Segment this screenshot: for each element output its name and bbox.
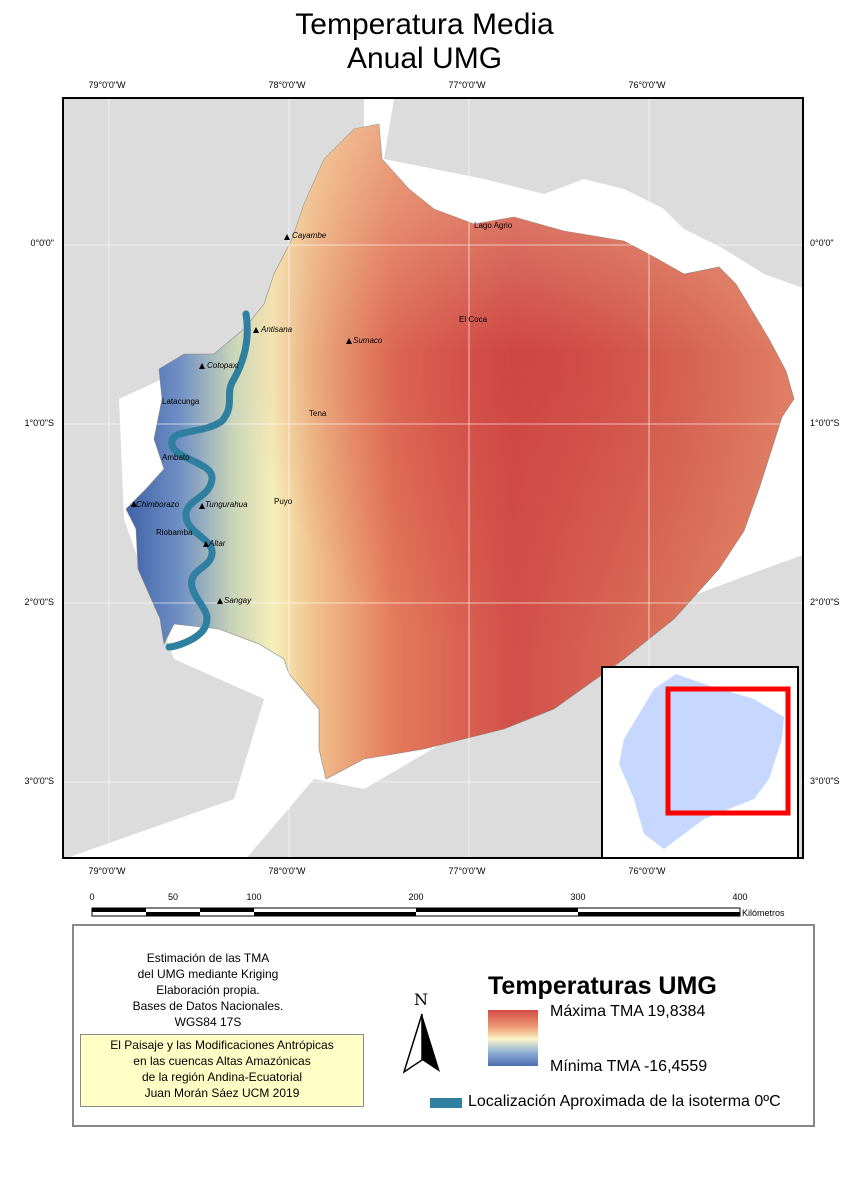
place-label-antisana: Antisana	[261, 325, 293, 334]
temperature-gradient-swatch	[488, 1010, 538, 1066]
legend-max-label: Máxima TMA 19,8384	[550, 1003, 706, 1020]
legend-isotherm-label: Localización Aproximada de la isoterma 0…	[468, 1093, 781, 1110]
surrounding-land	[64, 99, 364, 857]
north-fade	[126, 124, 794, 779]
lon-label-bottom: 78°0'0"W	[268, 866, 306, 876]
lon-label-top: 78°0'0"W	[268, 80, 306, 90]
scale-tick-label: 0	[89, 892, 95, 902]
scale-bar	[91, 907, 741, 917]
credit-line: El Paisaje y las Modificaciones Antrópic…	[110, 1038, 334, 1052]
metadata-line: Estimación de las TMA	[146, 951, 270, 965]
credit-box: El Paisaje y las Modificaciones Antrópic…	[80, 1034, 364, 1107]
place-label-lago-agrio: Lago Agrio	[474, 221, 513, 230]
lat-label-left: 1°0'0"S	[24, 418, 54, 428]
metadata-line: Elaboración propia.	[156, 983, 260, 997]
lon-label-bottom: 77°0'0"W	[448, 866, 486, 876]
place-label-cotopaxi: Cotopaxi	[207, 361, 239, 370]
place-label-latacunga: Latacunga	[162, 397, 200, 406]
temperature-map	[64, 99, 802, 857]
credit-line: de la región Andina-Ecuatorial	[141, 1070, 303, 1084]
title-line-1: Temperatura Media	[295, 8, 554, 41]
lat-label-right: 2°0'0"S	[810, 597, 840, 607]
metadata-text: Estimación de las TMA del UMG mediante K…	[86, 950, 330, 1030]
inset-highlight-box	[665, 686, 791, 816]
scale-tick-label: 400	[732, 892, 748, 902]
lon-label-top: 76°0'0"W	[628, 80, 666, 90]
scale-tick-label: 50	[167, 892, 179, 902]
scale-tick-label: 100	[246, 892, 262, 902]
lat-label-left: 2°0'0"S	[24, 597, 54, 607]
surrounding-land-north	[384, 99, 802, 288]
peak-icon	[217, 598, 223, 604]
inset-country-shape	[619, 674, 784, 849]
lat-label-right: 1°0'0"S	[810, 418, 840, 428]
metadata-line: del UMG mediante Kriging	[137, 967, 279, 981]
lon-label-bottom: 79°0'0"W	[88, 866, 126, 876]
place-label-el-coca: El Coca	[459, 315, 488, 324]
place-label-tena: Tena	[309, 409, 327, 418]
peak-icon	[253, 327, 259, 333]
metadata-line: WGS84 17S	[174, 1015, 242, 1029]
north-arrow-icon	[402, 1013, 440, 1074]
place-label-puyo: Puyo	[274, 497, 293, 506]
lat-label-left: 0°0'0"	[30, 238, 54, 248]
inset-map	[601, 666, 799, 857]
scale-unit-label: Kilómetros	[742, 908, 785, 918]
place-label-sangay: Sangay	[224, 596, 252, 605]
peak-icon	[284, 234, 290, 240]
lat-label-right: 0°0'0"	[810, 238, 834, 248]
title-line-2: Anual UMG	[346, 42, 503, 75]
map-frame[interactable]: Cayambe Lago Agrio Antisana Sumaco El Co…	[62, 97, 804, 859]
legend-title: Temperaturas UMG	[488, 972, 717, 1000]
peak-markers	[131, 234, 352, 604]
credit-line: Juan Morán Sáez UCM 2019	[144, 1086, 300, 1100]
place-label-tungurahua: Tungurahua	[205, 500, 248, 509]
place-label-chimborazo: Chimborazo	[136, 500, 180, 509]
map-title: Temperatura Media Anual UMG	[0, 8, 849, 76]
place-label-ambato: Ambato	[162, 453, 190, 462]
lon-label-top: 79°0'0"W	[88, 80, 126, 90]
scale-tick-label: 200	[408, 892, 424, 902]
legend-min-label: Mínima TMA -16,4559	[550, 1058, 708, 1075]
scale-tick-label: 300	[570, 892, 586, 902]
peak-icon	[346, 338, 352, 344]
lon-label-top: 77°0'0"W	[448, 80, 486, 90]
place-label-riobamba: Riobamba	[156, 528, 193, 537]
peak-icon	[203, 541, 209, 547]
metadata-line: Bases de Datos Nacionales.	[132, 999, 284, 1013]
lat-label-left: 3°0'0"S	[24, 776, 54, 786]
credit-line: en las cuencas Altas Amazónicas	[133, 1054, 311, 1068]
peak-icon	[131, 501, 137, 507]
lon-label-bottom: 76°0'0"W	[628, 866, 666, 876]
peak-icon	[199, 503, 205, 509]
place-label-sumaco: Sumaco	[353, 336, 383, 345]
place-label-altar: Altar	[209, 539, 226, 548]
lat-label-right: 3°0'0"S	[810, 776, 840, 786]
isotherm-swatch	[430, 1098, 462, 1108]
place-label-cayambe: Cayambe	[292, 231, 327, 240]
north-label: N	[414, 990, 428, 1009]
isotherm-zero	[165, 310, 251, 651]
peak-icon	[199, 363, 205, 369]
